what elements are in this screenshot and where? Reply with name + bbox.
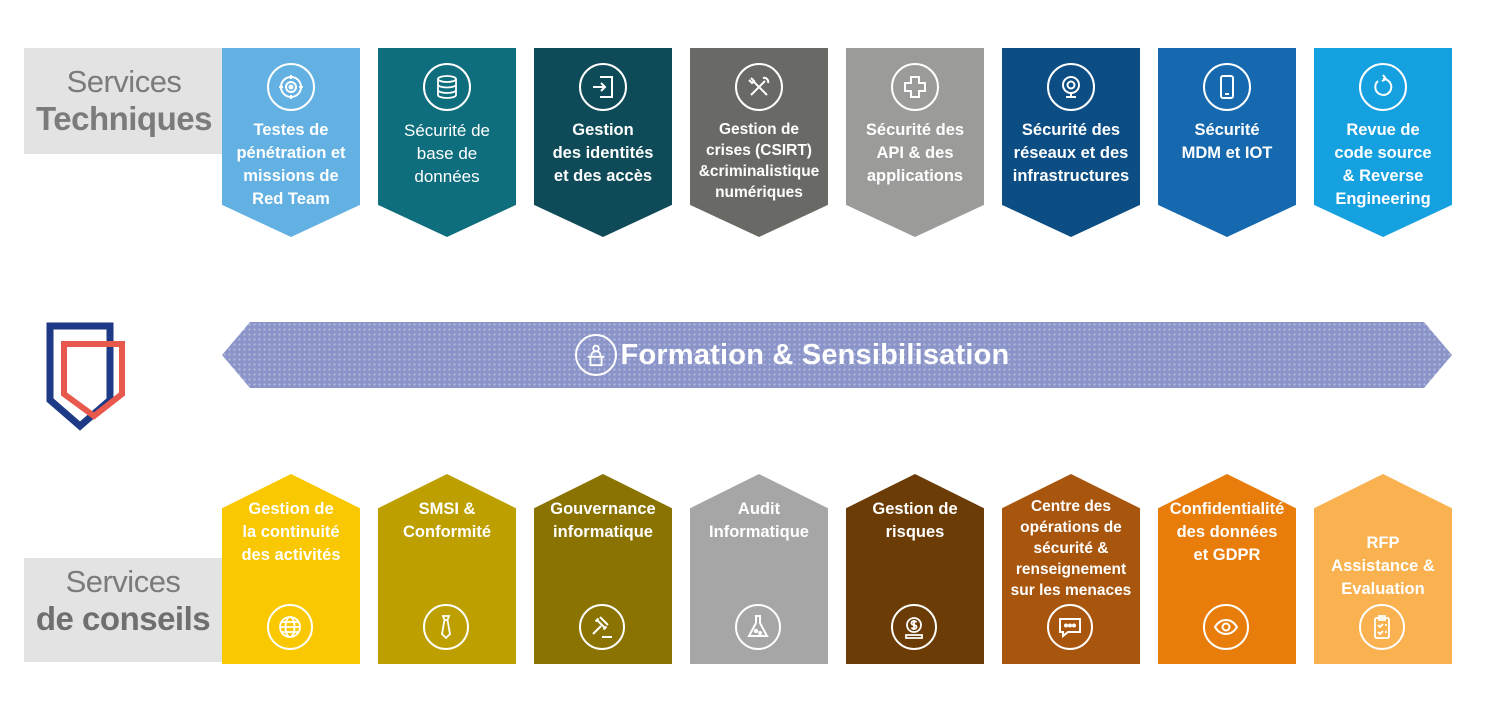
technical-card-label: Sécurité MDM et IOT (1181, 121, 1273, 162)
consulting-card-audit: Audit Informatique (690, 474, 828, 664)
consulting-card-rfp: RFP Assistance & Evaluation (1314, 474, 1452, 664)
database-icon (423, 63, 471, 111)
webcam-icon (1047, 63, 1095, 111)
technical-card-network: Sécurité des réseaux et des infrastructu… (1002, 48, 1140, 237)
formation-band: Formation & Sensibilisation (222, 322, 1452, 388)
target-icon (267, 63, 315, 111)
technical-card-label: Revue de code source & Reverse Engineeri… (1334, 121, 1432, 208)
consulting-card-label: Gestion de risques (872, 500, 958, 541)
refresh-icon (1359, 63, 1407, 111)
tie-icon (423, 604, 469, 650)
technical-card-label: Gestion de crises (CSIRT) &criminalistiq… (698, 121, 820, 201)
consulting-card-label: Gestion de la continuité des activités (241, 500, 341, 564)
formation-label: Formation & Sensibilisation (620, 338, 1010, 371)
consulting-card-label: SMSI & Conformité (403, 500, 491, 541)
technical-card-label: Gestion des identités et des accès (552, 121, 654, 185)
technical-card-database: Sécurité de base de données (378, 48, 516, 237)
technical-card-code-review: Revue de code source & Reverse Engineeri… (1314, 48, 1452, 237)
technical-card-crisis: Gestion de crises (CSIRT) &criminalistiq… (690, 48, 828, 237)
technical-title-line1: Services (66, 64, 182, 99)
medical-cross-icon (891, 63, 939, 111)
consulting-card-smsi: SMSI & Conformité (378, 474, 516, 664)
technical-card-identity: Gestion des identités et des accès (534, 48, 672, 237)
consulting-title-line1: Services (65, 564, 181, 599)
smartphone-icon (1203, 63, 1251, 111)
consulting-card-label: Confidentialité des données et GDPR (1169, 500, 1285, 564)
technical-card-pentest: Testes de pénétration et missions de Red… (222, 48, 360, 237)
consulting-card-label: Audit Informatique (709, 500, 809, 541)
tools-icon (735, 63, 783, 111)
technical-card-label: Sécurité de base de données (404, 121, 490, 186)
shield-logo-icon (44, 320, 128, 432)
chat-icon (1047, 604, 1093, 650)
consulting-card-label: RFP Assistance & Evaluation (1331, 534, 1435, 598)
globe-icon (267, 604, 313, 650)
eye-icon (1203, 604, 1249, 650)
technical-card-api: Sécurité des API & des applications (846, 48, 984, 237)
consulting-card-label: Centre des opérations de sécurité & rens… (1010, 498, 1132, 599)
clipboard-icon (1359, 604, 1405, 650)
consulting-card-label: Gouvernance informatique (550, 500, 656, 541)
technical-card-label: Sécurité des API & des applications (865, 121, 965, 185)
presenter-icon (575, 334, 617, 376)
money-icon (891, 604, 937, 650)
technical-card-mdm: Sécurité MDM et IOT (1158, 48, 1296, 237)
consulting-card-continuity: Gestion de la continuité des activités (222, 474, 360, 664)
consulting-section-title: Services de conseils (18, 564, 228, 638)
technical-section-title: Services Techniques (24, 64, 224, 138)
technical-title-line2: Techniques (36, 99, 212, 137)
technical-card-label: Testes de pénétration et missions de Red… (236, 121, 346, 208)
consulting-card-gdpr: Confidentialité des données et GDPR (1158, 474, 1296, 664)
technical-card-label: Sécurité des réseaux et des infrastructu… (1012, 121, 1130, 185)
consulting-card-governance: Gouvernance informatique (534, 474, 672, 664)
consulting-card-risk: Gestion de risques (846, 474, 984, 664)
consulting-card-soc: Centre des opérations de sécurité & rens… (1002, 474, 1140, 664)
consulting-title-line2: de conseils (35, 599, 211, 637)
login-icon (579, 63, 627, 111)
flask-icon (735, 604, 781, 650)
gavel-icon (579, 604, 625, 650)
